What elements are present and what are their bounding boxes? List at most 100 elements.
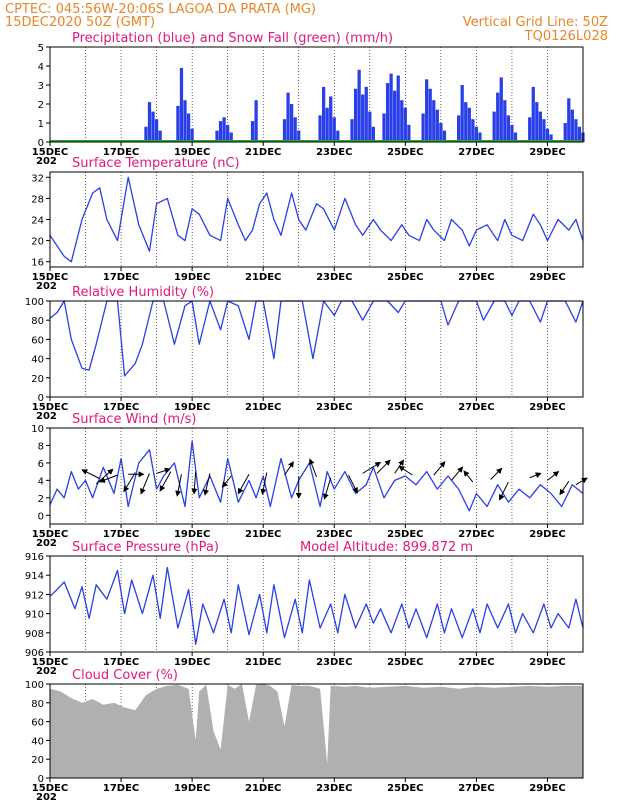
wind-arrow (451, 466, 464, 481)
precip-bar (478, 132, 482, 142)
precip-bar (282, 119, 287, 142)
precip-bar (542, 119, 546, 142)
wind-arrow (529, 472, 542, 479)
wind-arrow (499, 481, 509, 501)
precip-bar (151, 111, 155, 142)
y-tick-label: 60 (31, 335, 44, 346)
precip-bar (570, 109, 574, 142)
pressure-line (49, 566, 584, 645)
precip-bar (528, 117, 532, 142)
precip-bar (364, 86, 368, 142)
y-tick-label: 4 (38, 62, 44, 73)
y-tick-label: 910 (25, 610, 44, 621)
panel-title: Surface Wind (m/s) (72, 412, 196, 427)
y-tick-label: 6 (38, 459, 44, 470)
panel-title: Precipitation (blue) and Snow Fall (gree… (72, 31, 393, 46)
panel-frame (49, 555, 584, 653)
year-fragment: 202 (36, 411, 57, 422)
precip-bar (382, 113, 386, 142)
y-tick-label: 0 (38, 774, 44, 785)
x-tick-label: 23DEC (316, 529, 352, 540)
precip-bar (400, 100, 404, 142)
y-tick-label: 80 (31, 316, 44, 327)
precip-bar (350, 119, 354, 142)
precip-bar (474, 126, 479, 142)
panel-title: Surface Pressure (hPa) (72, 540, 219, 555)
precip-bar (190, 128, 194, 142)
x-tick-label: 15DEC (32, 529, 68, 540)
precip-bar (496, 92, 500, 142)
x-tick-label: 19DEC (174, 147, 210, 158)
precip-bar (371, 126, 375, 142)
y-tick-label: 20 (31, 374, 44, 385)
x-tick-label: 15DEC (32, 272, 68, 283)
y-tick-label: 914 (25, 571, 44, 582)
x-tick-label: 19DEC (174, 783, 210, 794)
precip-bar (471, 119, 475, 142)
panel-annotation: Model Altitude: 899.872 m (300, 540, 473, 555)
wind-arrow (348, 474, 358, 494)
precip-bar (403, 107, 407, 142)
precip-bar (535, 102, 539, 142)
y-tick-label: 16 (31, 258, 44, 269)
y-tick-label: 912 (25, 590, 44, 601)
wind-line (49, 440, 584, 512)
wind-arrow (221, 475, 232, 488)
wind-arrow (376, 459, 391, 474)
precip-bar (432, 100, 436, 142)
precip-bar (425, 79, 429, 142)
year-fragment: 202 (36, 538, 57, 549)
precip-bar (218, 121, 223, 142)
wind-arrow (490, 467, 503, 480)
humidity-line (49, 300, 584, 377)
x-tick-label: 27DEC (458, 402, 494, 413)
precip-bar (457, 115, 461, 142)
x-tick-label: 19DEC (174, 529, 210, 540)
wind-arrow (322, 477, 332, 500)
x-tick-label: 21DEC (245, 783, 281, 794)
wind-arrow (463, 470, 474, 483)
precip-bar (289, 104, 294, 142)
temperature-line (49, 176, 584, 263)
wind-arrow (95, 468, 114, 485)
y-tick-label: 40 (31, 355, 44, 366)
precip-bar (297, 130, 301, 142)
x-tick-label: 25DEC (387, 783, 423, 794)
panel-humidity: 0 20 40 60 80 100 15DEC 17DEC 19DEC 21DEC 23DEC 25D… (25, 285, 584, 422)
y-tick-label: 1 (38, 119, 44, 130)
precip-bar (549, 134, 553, 142)
precip-bar (439, 123, 443, 142)
x-tick-label: 19DEC (174, 402, 210, 413)
precip-bar (361, 94, 365, 142)
x-tick-label: 25DEC (387, 147, 423, 158)
wind-arrow (284, 461, 294, 476)
panel-title: Cloud Cover (%) (72, 668, 178, 683)
x-tick-label: 23DEC (316, 147, 352, 158)
x-tick-label: 23DEC (316, 783, 352, 794)
wind-arrow (559, 480, 570, 496)
x-tick-label: 19DEC (174, 657, 210, 668)
wind-arrow (81, 469, 100, 480)
x-tick-label: 25DEC (387, 657, 423, 668)
precip-bar (389, 73, 393, 142)
year-fragment: 202 (36, 792, 57, 800)
panel-title: Surface Temperature (nC) (72, 156, 240, 171)
y-tick-label: 916 (25, 552, 44, 563)
x-tick-label: 25DEC (387, 529, 423, 540)
header-line2: 15DEC2020 50Z (GMT) (5, 15, 155, 30)
y-tick-label: 28 (31, 194, 44, 205)
precip-bar (506, 115, 511, 142)
y-tick-label: 80 (31, 699, 44, 710)
x-tick-label: 21DEC (245, 147, 281, 158)
precip-bar (229, 132, 233, 142)
precip-bar (421, 113, 425, 142)
panel-precip: 0 1 2 3 4 5 15DEC 17DEC 19DEC 21DEC 23DEC 25DEC 27DE… (32, 31, 585, 167)
wind-arrow (575, 477, 588, 486)
x-tick-label: 23DEC (316, 272, 352, 283)
x-tick-label: 23DEC (316, 657, 352, 668)
precip-bar (442, 130, 447, 142)
x-tick-label: 19DEC (174, 272, 210, 283)
x-tick-label: 29DEC (529, 657, 565, 668)
x-tick-label: 27DEC (458, 272, 494, 283)
